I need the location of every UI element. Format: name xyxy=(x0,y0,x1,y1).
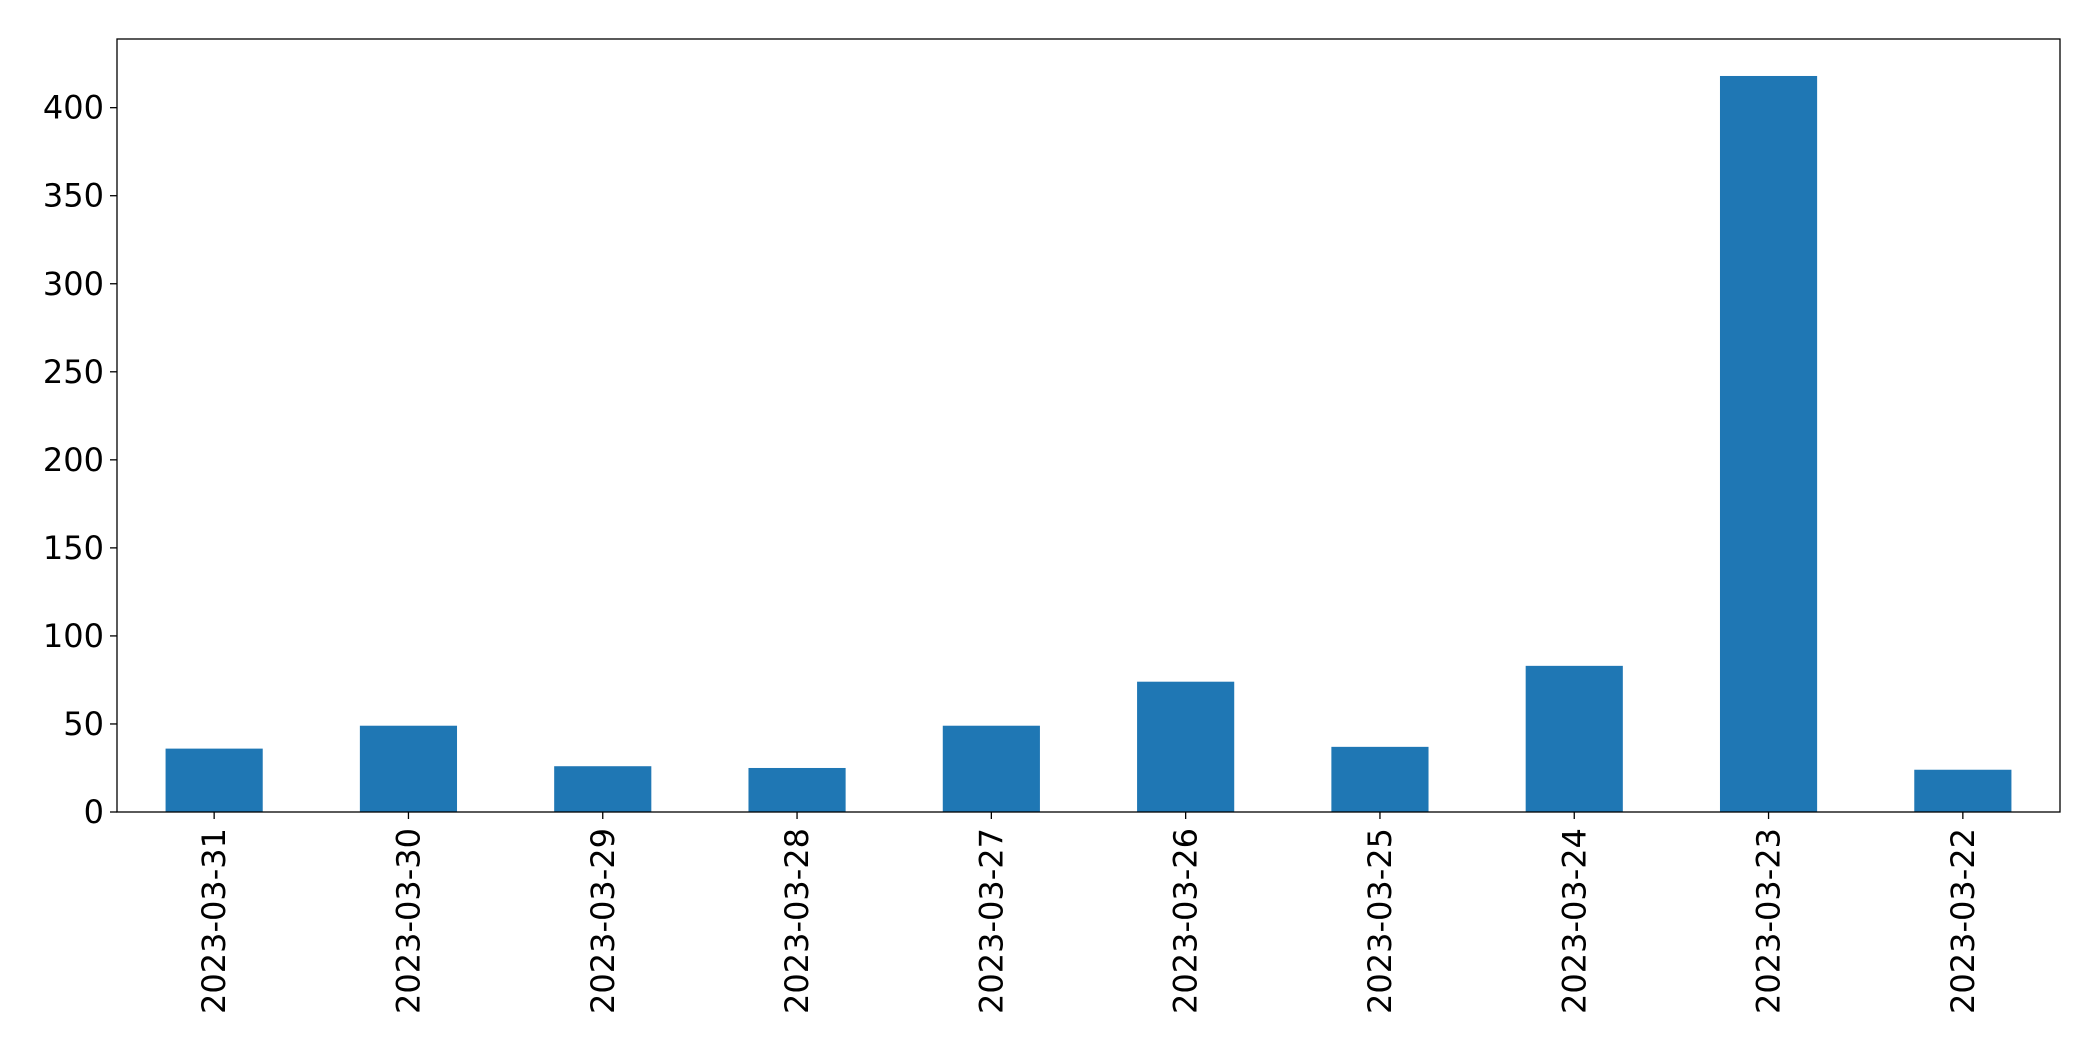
bar-2023-03-27 xyxy=(942,725,1040,812)
x-tick-label: 2023-03-31 xyxy=(195,828,233,1014)
x-tick-label: 2023-03-26 xyxy=(1167,828,1205,1014)
bar-2023-03-22 xyxy=(1914,769,2012,812)
y-tick-label: 150 xyxy=(43,529,104,567)
bars-group xyxy=(165,75,2012,812)
x-tick-label: 2023-03-22 xyxy=(1944,828,1982,1014)
y-tick-label: 350 xyxy=(43,177,104,215)
bar-2023-03-31 xyxy=(165,748,263,812)
y-tick-label: 100 xyxy=(43,617,104,655)
bar-2023-03-30 xyxy=(359,725,458,812)
x-axis-ticks: 2023-03-31 2023-03-30 2023-03-29 2023-03-28… xyxy=(195,812,1982,1014)
x-tick-label: 2023-03-30 xyxy=(389,828,427,1014)
y-tick-label: 50 xyxy=(63,705,104,743)
y-axis-ticks: 0 50 100 150 200 250 300 350 400 xyxy=(43,89,117,831)
plot-frame xyxy=(116,38,2061,813)
bar-2023-03-23 xyxy=(1719,75,1818,812)
bar-2023-03-24 xyxy=(1525,665,1623,812)
y-tick-label: 300 xyxy=(43,265,104,303)
x-tick-label: 2023-03-25 xyxy=(1361,828,1399,1014)
y-tick-label: 250 xyxy=(43,353,104,391)
x-tick-label: 2023-03-23 xyxy=(1750,828,1788,1014)
y-tick-label: 400 xyxy=(43,89,104,127)
bar-2023-03-26 xyxy=(1137,681,1235,812)
x-tick-label: 2023-03-27 xyxy=(972,828,1010,1014)
y-tick-label: 200 xyxy=(43,441,104,479)
bar-2023-03-28 xyxy=(748,767,846,812)
x-tick-label: 2023-03-24 xyxy=(1555,828,1593,1014)
x-tick-label: 2023-03-29 xyxy=(584,828,622,1014)
bar-2023-03-25 xyxy=(1331,746,1429,812)
x-tick-label: 2023-03-28 xyxy=(778,828,816,1014)
y-tick-label: 0 xyxy=(84,793,104,831)
bar-2023-03-29 xyxy=(554,766,652,812)
